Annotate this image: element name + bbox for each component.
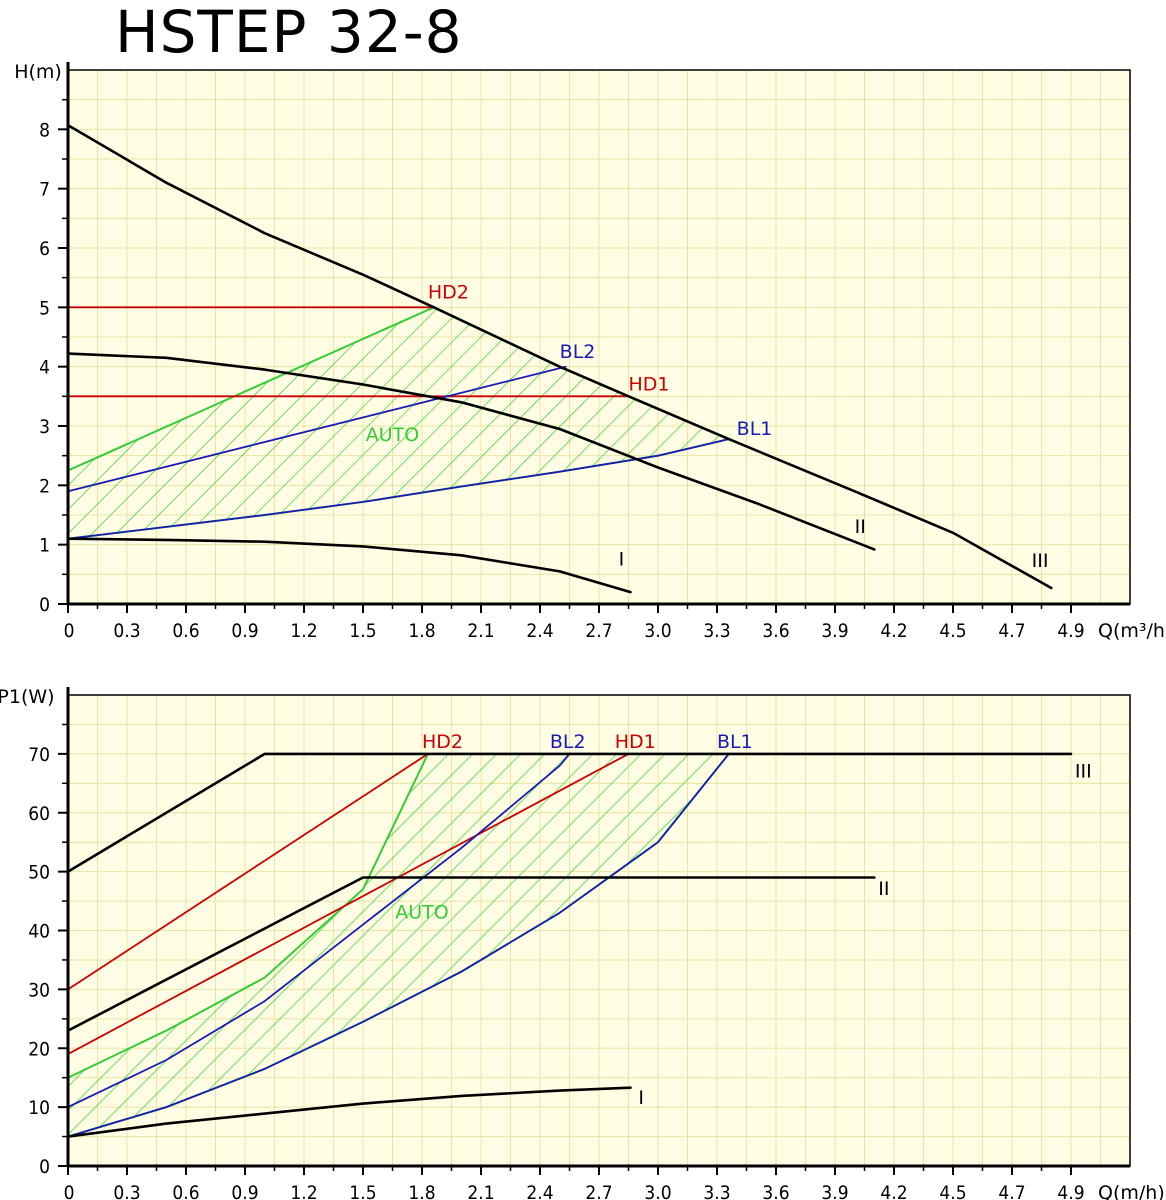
x-tick-label: 1.5 — [349, 1182, 376, 1200]
x-tick-label: 1.2 — [290, 620, 317, 642]
x-tick-label: 3.3 — [703, 1182, 730, 1200]
x-axis-title: Q(m³/h) — [1098, 620, 1166, 642]
x-tick-label: 4.9 — [1057, 620, 1084, 642]
curve-label-hd1: HD1 — [629, 373, 670, 395]
y-tick-label: 2 — [39, 475, 50, 497]
curve-label-bl1: BL1 — [737, 418, 773, 440]
series-line-ii — [66, 876, 876, 1032]
curve-label-hd1: HD1 — [615, 731, 656, 753]
curve-label-bl1: BL1 — [717, 731, 753, 753]
y-tick-label: 50 — [28, 862, 50, 884]
y-tick-label: 70 — [28, 744, 50, 766]
y-tick-label: 3 — [39, 416, 50, 438]
x-tick-label: 2.1 — [467, 620, 494, 642]
curve-label-i: I — [638, 1087, 644, 1109]
curve-label-bl2: BL2 — [550, 731, 586, 753]
series-line-bl2 — [67, 365, 567, 493]
series-line-i — [66, 1086, 632, 1138]
x-tick-label: 3.0 — [644, 620, 671, 642]
y-tick-label: 20 — [28, 1038, 50, 1060]
series-line-bl2 — [67, 753, 571, 1108]
curve-label-ii: II — [878, 878, 889, 900]
x-tick-label: 0 — [64, 1182, 75, 1200]
chart-title: HSTEP 32-8 — [115, 0, 463, 66]
curve-label-hd2: HD2 — [422, 731, 463, 753]
x-tick-label: 3.6 — [762, 1182, 789, 1200]
y-tick-label: 30 — [28, 979, 50, 1001]
x-tick-label: 4.5 — [939, 620, 966, 642]
y-tick-label: 10 — [28, 1097, 50, 1119]
y-tick-label: 5 — [39, 297, 50, 319]
y-tick-label: 8 — [39, 119, 50, 141]
x-tick-label: 0.9 — [231, 1182, 258, 1200]
x-axis-title: Q(m/h) — [1098, 1182, 1165, 1200]
curve-label-hd2: HD2 — [428, 281, 469, 303]
x-tick-label: 4.2 — [880, 1182, 907, 1200]
head-flow-chart: AUTO 0 0.3 0.6 0.9 1.2 1.5 1.8 2.1 2.4 2.7 3.0 3.3 3.… — [14, 61, 1166, 642]
series-line-hd2 — [67, 753, 429, 991]
curve-label-iii: III — [1075, 760, 1092, 782]
auto-region-label: AUTO — [395, 902, 448, 924]
x-tick-label: 0.9 — [231, 620, 258, 642]
y-tick-label: 7 — [39, 179, 50, 201]
y-tick-label: 4 — [39, 357, 50, 379]
x-tick-label: 3.9 — [821, 620, 848, 642]
x-tick-label: 0.3 — [113, 620, 140, 642]
grid — [68, 70, 1130, 604]
x-tick-label: 2.4 — [526, 620, 553, 642]
x-tick-label: 0.3 — [113, 1182, 140, 1200]
y-tick-label: 0 — [39, 594, 50, 616]
power-flow-chart: AUTO 0 0.3 0.6 0.9 1.2 1.5 1.8 2.1 2.4 2.7 3.0 3.3 3.… — [0, 686, 1165, 1200]
curve-label-ii: II — [855, 516, 866, 538]
x-tick-label: 1.5 — [349, 620, 376, 642]
x-tick-label: 2.4 — [526, 1182, 553, 1200]
auto-region-label: AUTO — [366, 424, 419, 446]
series-line-iii — [66, 123, 1053, 590]
curve-label-iii: III — [1032, 550, 1049, 572]
series-line-ii — [66, 352, 876, 551]
series-line-hd1 — [67, 753, 630, 1055]
y-tick-label: 1 — [39, 535, 50, 557]
x-tick-label: 1.2 — [290, 1182, 317, 1200]
x-tick-label: 0.6 — [172, 1182, 199, 1200]
y-axis-title: P1(W) — [0, 686, 55, 708]
y-tick-label: 60 — [28, 803, 50, 825]
x-tick-label: 2.7 — [585, 620, 612, 642]
curve-label-i: I — [619, 548, 625, 570]
x-tick-label: 2.7 — [585, 1182, 612, 1200]
y-tick-label: 6 — [39, 238, 50, 260]
x-tick-label: 4.5 — [939, 1182, 966, 1200]
x-tick-label: 4.9 — [1057, 1182, 1084, 1200]
curve-label-bl2: BL2 — [560, 341, 596, 363]
x-tick-label: 0.6 — [172, 620, 199, 642]
series-line-bl1 — [67, 753, 730, 1138]
x-tick-label: 3.3 — [703, 620, 730, 642]
x-tick-label: 3.9 — [821, 1182, 848, 1200]
x-tick-label: 4.7 — [998, 620, 1025, 642]
x-tick-label: 0 — [64, 620, 75, 642]
x-tick-label: 4.2 — [880, 620, 907, 642]
x-tick-label: 3.6 — [762, 620, 789, 642]
x-tick-label: 4.7 — [998, 1182, 1025, 1200]
x-tick-label: 1.8 — [408, 1182, 435, 1200]
y-tick-label: 0 — [39, 1156, 50, 1178]
y-axis-title: H(m) — [14, 61, 62, 83]
series-line-bl1 — [67, 438, 730, 540]
x-tick-label: 1.8 — [408, 620, 435, 642]
y-tick-label: 40 — [28, 921, 50, 943]
series-line-i — [66, 537, 632, 594]
x-tick-label: 2.1 — [467, 1182, 494, 1200]
series-line-iii — [66, 752, 1073, 873]
x-tick-label: 3.0 — [644, 1182, 671, 1200]
